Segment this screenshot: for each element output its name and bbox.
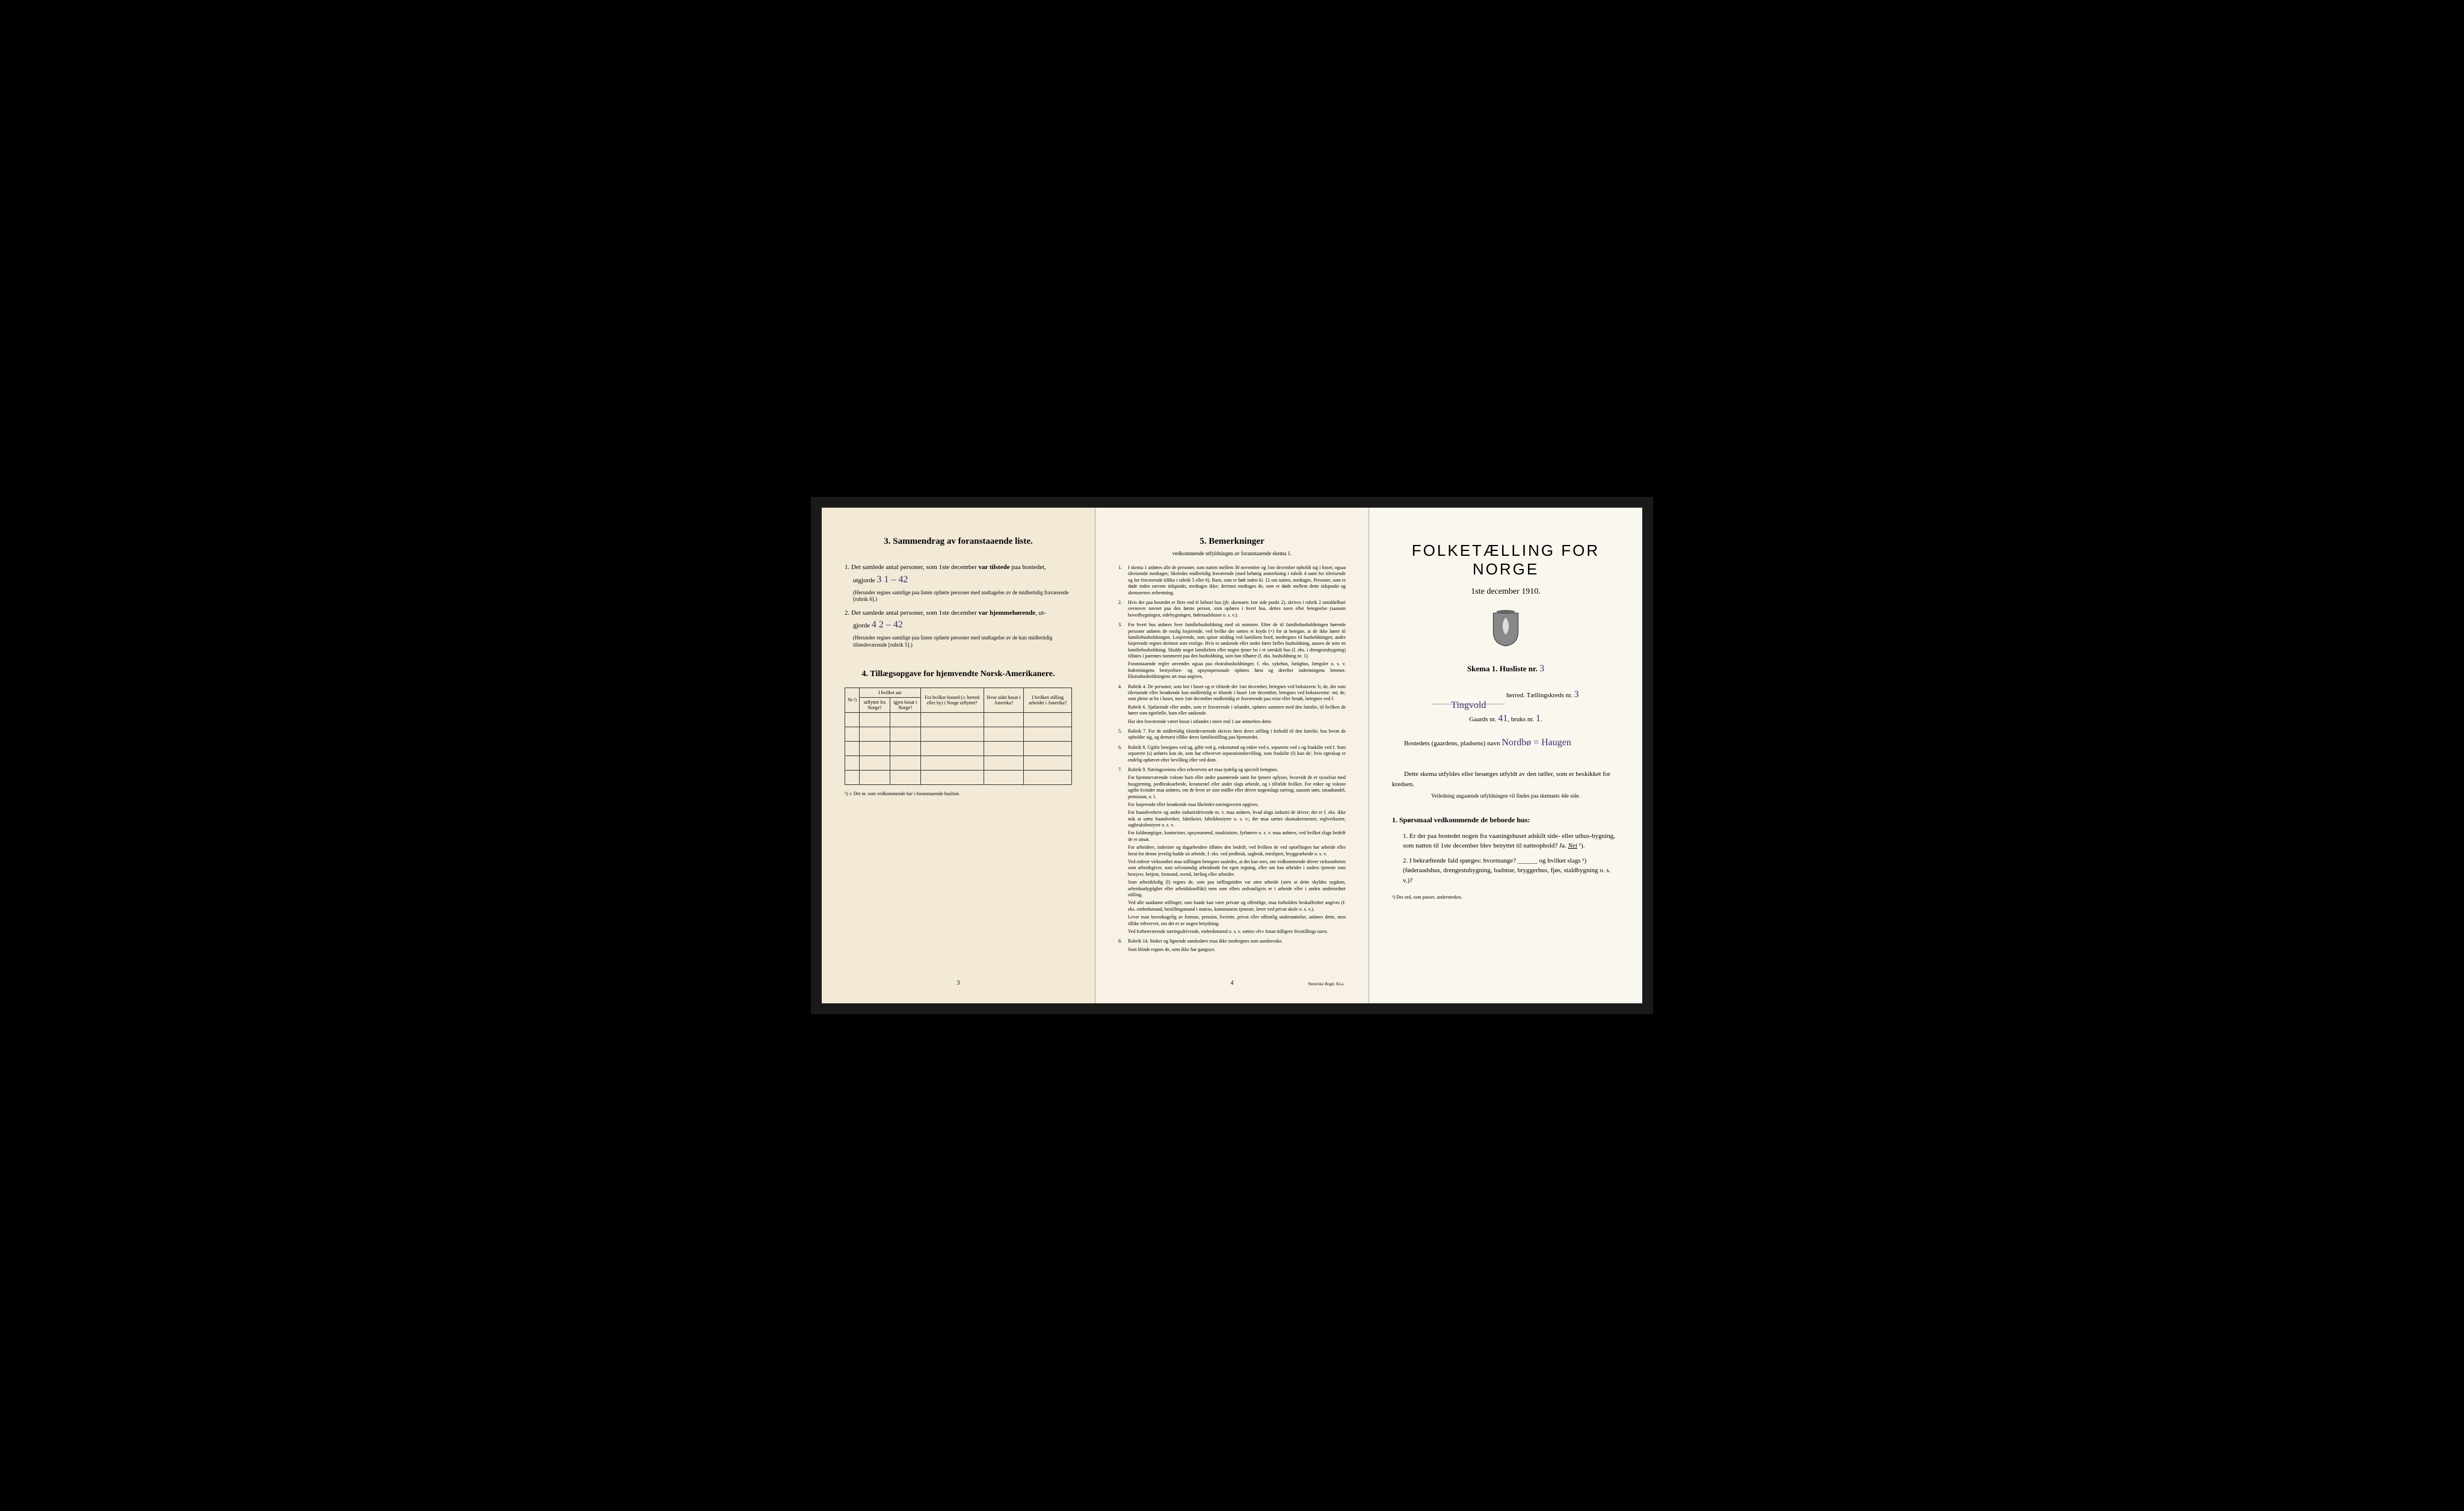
table-row	[845, 727, 1072, 741]
item1-small: (Herunder regnes samtlige paa listen opf…	[845, 589, 1072, 603]
remark-7e: For fuldmægtiger, kontorister, opsynsmæn…	[1128, 830, 1346, 843]
item2-post: , ut-	[1035, 609, 1046, 617]
page-3-summary: 3. Sammendrag av foranstaaende liste. 1.…	[822, 508, 1095, 1003]
q2-num: 2.	[1403, 857, 1408, 864]
remark-7g: Ved enhver virksomhet maa stillingen bet…	[1128, 859, 1346, 878]
gaards-line: Gaards nr. 41, bruks nr. 1.	[1392, 709, 1619, 728]
table-row	[845, 712, 1072, 727]
th-igjen: igjen bosat i Norge?	[890, 697, 920, 712]
th-sidst: Hvor sidst bosat i Amerika?	[984, 688, 1024, 712]
q1-num: 1.	[1403, 832, 1408, 840]
remarks-list: I skema 1 anføres alle de personer, som …	[1118, 565, 1346, 953]
footnote-understrek: ¹) Det ord, som passer, understrekes.	[1392, 894, 1619, 901]
remark-4b: Rubrik 6. Sjøfarende eller andre, som er…	[1128, 704, 1346, 717]
item1-bold: var tilstede	[979, 564, 1010, 571]
norsk-amerikanere-table: Nr.¹) I hvilket aar Fra hvilket bosted (…	[845, 688, 1072, 785]
herred-hand: Tingvold	[1432, 696, 1505, 704]
remark-7h: Som arbeidsledig (l) regnes de, som paa …	[1128, 879, 1346, 898]
item1-handwritten: 3 1 – 42	[876, 574, 908, 585]
th-nr: Nr.¹)	[845, 688, 860, 712]
item2-handwritten: 4 2 – 42	[872, 620, 903, 630]
item1-post: paa bostedet,	[1010, 564, 1046, 571]
item2-small: (Herunder regnes samtlige paa listen opf…	[845, 635, 1072, 648]
main-date: 1ste december 1910.	[1392, 587, 1619, 597]
skema-pre: Skema 1. Husliste nr.	[1467, 664, 1539, 673]
bosted-pre: Bostedets (gaardens, pladsens) navn	[1404, 740, 1502, 747]
census-form-scan: 3. Sammendrag av foranstaaende liste. 1.…	[811, 497, 1653, 1014]
herred-post: herred. Tællingskreds nr.	[1505, 692, 1574, 699]
remark-7k: Ved forhenværende næringsdrivende, embed…	[1128, 929, 1346, 935]
table-row	[845, 770, 1072, 784]
table-row	[845, 756, 1072, 770]
page-1-title: FOLKETÆLLING FOR NORGE 1ste december 191…	[1369, 508, 1642, 1003]
th-bosted: Fra hvilket bosted (ɔ: herred eller by) …	[920, 688, 984, 712]
remark-6: Rubrik 8. Ugifte betegnes ved ug, gifte …	[1128, 745, 1346, 763]
main-title: FOLKETÆLLING FOR NORGE	[1392, 541, 1619, 579]
remark-7f: For arbeidere, inderster og dagarbeidere…	[1128, 845, 1346, 857]
remark-5: Rubrik 7. For de midlertidig tilstedevær…	[1128, 728, 1346, 741]
th-stilling: I hvilken stilling arbeidet i Amerika?	[1024, 688, 1072, 712]
footnote-1: ¹) ɔ: Det nr. som vedkommende har i fora…	[845, 791, 1072, 796]
page-number: 4	[1231, 980, 1234, 986]
th-ut: utflyttet fra Norge?	[860, 697, 890, 712]
item1-pre: 1. Det samlede antal personer, som 1ste …	[845, 564, 979, 571]
q2-text: I bekræftende fald spørges: hvormange? _…	[1403, 857, 1610, 884]
remark-7i: Ved alle saadanne stillinger, som baade …	[1128, 900, 1346, 912]
th-aar: I hvilket aar	[860, 688, 921, 697]
sec3-title: 3. Sammendrag av foranstaaende liste.	[845, 537, 1072, 547]
page-number: 3	[957, 980, 960, 986]
q-heading: 1. Spørsmaal vedkommende de beboede hus:	[1392, 814, 1619, 825]
item2-pre: 2. Det samlede antal personer, som 1ste …	[845, 609, 979, 617]
table-row	[845, 741, 1072, 756]
question-2: 2. I bekræftende fald spørges: hvormange…	[1392, 856, 1619, 886]
bosted-line: Bostedets (gaardens, pladsens) navn Nord…	[1392, 733, 1619, 752]
item-2: 2. Det samlede antal personer, som 1ste …	[845, 608, 1072, 649]
sec4-title: 4. Tillægsopgave for hjemvendte Norsk-Am…	[845, 669, 1072, 679]
page-4-remarks: 5. Bemerkninger vedkommende utfyldningen…	[1095, 508, 1369, 1003]
remark-4c: Har den fraværende været bosat i utlande…	[1128, 719, 1346, 725]
remark-3b: Foranstaaende regler anvendes ogsaa paa …	[1128, 661, 1346, 680]
gaards-hand: 41	[1498, 713, 1508, 724]
body2: Veiledning angaaende utfyldningen vil fi…	[1392, 793, 1619, 800]
bruks-hand: 1	[1536, 713, 1541, 724]
instructions: Dette skema utfyldes eller besørges utfy…	[1392, 769, 1619, 901]
bruks-mid: , bruks nr.	[1508, 716, 1536, 723]
remark-8b: Som blinde regnes de, som ikke har gangs…	[1128, 947, 1346, 953]
remark-8a: Rubrik 14. Sinker og lignende aandssløve…	[1128, 938, 1346, 944]
remark-1: I skema 1 anføres alle de personer, som …	[1128, 565, 1346, 596]
remark-3a: For hvert hus anføres hver familiehushol…	[1128, 622, 1346, 659]
question-1: 1. Er der paa bostedet nogen fra vaaning…	[1392, 831, 1619, 851]
bosted-hand: Nordbø = Haugen	[1502, 737, 1571, 748]
remark-7c: For losjerende eller besøkende maa likel…	[1128, 802, 1346, 808]
item2-line2: gjorde	[845, 622, 870, 629]
remark-4a: Rubrik 4. De personer, som bor i huset o…	[1128, 684, 1346, 703]
q1-post: ¹).	[1577, 842, 1585, 849]
item2-bold: var hjemmehørende	[979, 609, 1036, 617]
q1-nei: Nei	[1568, 842, 1577, 849]
body1: Dette skema utfyldes eller besørges utfy…	[1392, 769, 1619, 789]
remark-7d: For haandverkere og andre industridriven…	[1128, 810, 1346, 828]
remark-2: Hvis der paa bostedet er flere end ét be…	[1128, 600, 1346, 618]
sec5-sub: vedkommende utfyldningen av foranstaaend…	[1118, 550, 1346, 556]
printer-mark: Steen'ske Bogtr. Kr.a.	[1308, 982, 1344, 986]
herred-line: Tingvold herred. Tællingskreds nr. 3	[1392, 685, 1619, 704]
norway-coat-of-arms-icon	[1392, 610, 1619, 650]
gaards-pre: Gaards nr.	[1469, 716, 1498, 723]
kreds-hand: 3	[1574, 689, 1579, 700]
skema-hand: 3	[1539, 663, 1544, 674]
remark-7a: Rubrik 9. Næringsveiens eller erhvervets…	[1128, 767, 1346, 773]
remark-7b: For hjemmeværende voksne barn eller andr…	[1128, 775, 1346, 800]
item-1: 1. Det samlede antal personer, som 1ste …	[845, 562, 1072, 603]
sec5-title: 5. Bemerkninger	[1118, 537, 1346, 547]
remark-7j: Lever man hovedsagelig av formue, pensio…	[1128, 914, 1346, 927]
item1-line2: utgjorde	[845, 577, 875, 584]
skema-line: Skema 1. Husliste nr. 3	[1392, 663, 1619, 674]
